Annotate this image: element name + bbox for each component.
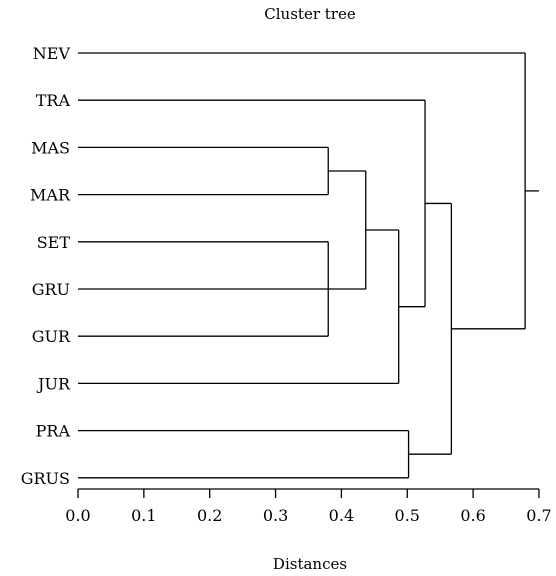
leaf-label-jur: JUR xyxy=(36,374,71,393)
x-axis-label: Distances xyxy=(273,555,347,573)
leaf-label-set: SET xyxy=(37,233,71,252)
tick-label-7: 0.7 xyxy=(526,506,551,525)
x-axis-ticks: 0.0 0.1 0.2 0.3 0.4 0.5 0.6 0.7 xyxy=(65,489,552,525)
leaf-label-nev: NEV xyxy=(33,44,71,63)
tick-label-3: 0.3 xyxy=(263,506,288,525)
leaf-label-grus: GRUS xyxy=(21,469,70,488)
tree-layer xyxy=(78,52,539,479)
tick-label-2: 0.2 xyxy=(197,506,222,525)
tick-label-6: 0.6 xyxy=(460,506,485,525)
leaf-label-mar: MAR xyxy=(30,186,71,205)
leaf-label-gru: GRU xyxy=(32,280,70,299)
tick-label-4: 0.4 xyxy=(329,506,354,525)
tick-label-5: 0.5 xyxy=(395,506,420,525)
chart-title: Cluster tree xyxy=(264,5,356,23)
tick-label-1: 0.1 xyxy=(131,506,156,525)
leaf-label-tra: TRA xyxy=(36,91,71,110)
leaf-label-pra: PRA xyxy=(36,422,71,441)
leaf-label-mas: MAS xyxy=(31,138,70,157)
leaf-label-gur: GUR xyxy=(32,327,71,346)
leaf-labels: NEV TRA MAS MAR SET GRU GUR JUR PRA GRUS xyxy=(21,44,71,488)
tick-label-0: 0.0 xyxy=(65,506,90,525)
